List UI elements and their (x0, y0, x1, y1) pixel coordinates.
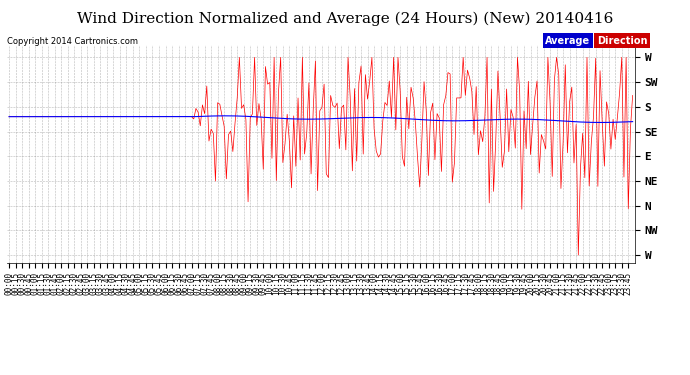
Text: Wind Direction Normalized and Average (24 Hours) (New) 20140416: Wind Direction Normalized and Average (2… (77, 11, 613, 26)
Text: Direction: Direction (597, 36, 647, 46)
Text: Average: Average (545, 36, 590, 46)
Text: Copyright 2014 Cartronics.com: Copyright 2014 Cartronics.com (7, 38, 138, 46)
